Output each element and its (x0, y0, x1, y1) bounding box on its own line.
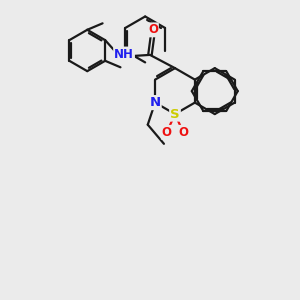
Text: N: N (149, 96, 161, 109)
Text: O: O (148, 23, 158, 36)
Text: NH: NH (114, 47, 134, 61)
Text: O: O (162, 126, 172, 139)
Text: O: O (178, 126, 188, 139)
Text: S: S (170, 108, 180, 121)
